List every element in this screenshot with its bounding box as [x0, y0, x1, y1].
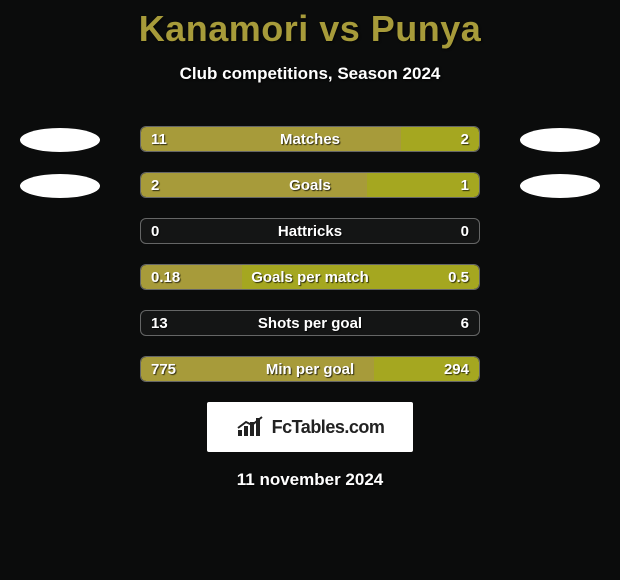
- stat-row: 13 6Shots per goal: [0, 310, 620, 338]
- value-right: 0: [461, 219, 469, 244]
- value-left: 2: [151, 173, 159, 198]
- stat-row: 0.180.5Goals per match: [0, 264, 620, 292]
- bar-left: [141, 173, 367, 197]
- value-left: 11: [151, 127, 167, 152]
- stat-row: 775294Min per goal: [0, 356, 620, 384]
- value-left: 0.18: [151, 265, 180, 290]
- player-right-avatar: [520, 128, 600, 152]
- value-left: 775: [151, 357, 176, 382]
- value-left: 0: [151, 219, 159, 244]
- bar-right: [242, 265, 479, 289]
- value-right: 294: [444, 357, 469, 382]
- stat-row: 112Matches: [0, 126, 620, 154]
- bar-track: 0.180.5Goals per match: [140, 264, 480, 290]
- value-right: 1: [461, 173, 469, 198]
- bar-track: 112Matches: [140, 126, 480, 152]
- stat-row: 21Goals: [0, 172, 620, 200]
- player-left-avatar: [20, 128, 100, 152]
- bar-track: 775294Min per goal: [140, 356, 480, 382]
- bar-track: 21Goals: [140, 172, 480, 198]
- value-right: 2: [461, 127, 469, 152]
- bar-left: [141, 127, 401, 151]
- brand-icon: [236, 416, 266, 438]
- stat-row: 0 0Hattricks: [0, 218, 620, 246]
- comparison-chart: 112Matches21Goals00Hattricks0.180.5Goals…: [0, 126, 620, 384]
- player-left-avatar: [20, 174, 100, 198]
- brand-text: FcTables.com: [272, 417, 385, 438]
- value-right: 6: [461, 311, 469, 336]
- player-right-avatar: [520, 174, 600, 198]
- date-label: 11 november 2024: [0, 470, 620, 490]
- metric-label: Hattricks: [141, 219, 479, 244]
- brand-badge: FcTables.com: [207, 402, 413, 452]
- value-left: 13: [151, 311, 168, 336]
- subtitle: Club competitions, Season 2024: [0, 64, 620, 84]
- page-title: Kanamori vs Punya: [0, 0, 620, 50]
- bar-track: 0 0Hattricks: [140, 218, 480, 244]
- bar-track: 13 6Shots per goal: [140, 310, 480, 336]
- value-right: 0.5: [448, 265, 469, 290]
- metric-label: Shots per goal: [141, 311, 479, 336]
